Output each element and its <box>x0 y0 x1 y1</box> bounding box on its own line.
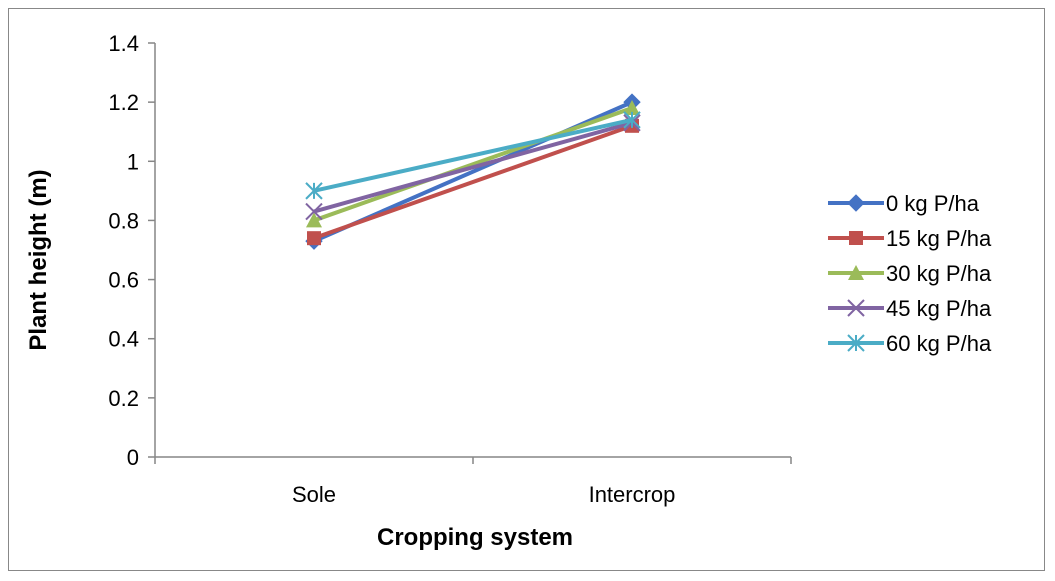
legend-label: 30 kg P/ha <box>886 261 992 286</box>
series-3 <box>305 114 641 221</box>
legend-label: 60 kg P/ha <box>886 331 992 356</box>
x-stroke <box>847 299 865 317</box>
legend-item: 60 kg P/ha <box>828 331 992 356</box>
y-tick-label: 1 <box>127 149 139 174</box>
square-shape <box>849 231 863 245</box>
y-tick-label: 0.6 <box>108 268 139 293</box>
series-0 <box>305 93 641 250</box>
data-point <box>305 202 323 221</box>
diamond-shape <box>847 194 865 212</box>
series-4 <box>305 111 641 200</box>
y-tick-label: 1.4 <box>108 31 139 56</box>
data-point <box>307 231 321 246</box>
data-point <box>623 111 641 129</box>
legend-item: 30 kg P/ha <box>828 261 992 286</box>
x-tick-label: Intercrop <box>589 482 676 507</box>
y-tick-label: 0.4 <box>108 327 139 352</box>
chart-frame <box>8 8 1045 571</box>
series-2 <box>306 100 640 228</box>
square-shape <box>307 231 321 246</box>
y-axis-title: Plant height (m) <box>25 169 52 350</box>
y-tick-label: 0.8 <box>108 208 139 233</box>
diamond-marker <box>847 194 865 212</box>
square-marker <box>849 231 863 245</box>
y-tick-label: 1.2 <box>108 90 139 115</box>
legend-item: 0 kg P/ha <box>828 191 980 216</box>
data-point <box>306 212 322 228</box>
series-line <box>313 106 633 223</box>
y-tick-label: 0 <box>127 445 139 470</box>
x-stroke <box>305 202 323 221</box>
series-group <box>305 93 641 250</box>
triangle-shape <box>624 100 640 116</box>
triangle-marker <box>848 265 864 280</box>
x-axis-title: Cropping system <box>377 524 573 551</box>
series-line <box>313 123 633 241</box>
legend: 0 kg P/ha 15 kg P/ha 30 kg P/ha 45 kg P/ha 6… <box>828 191 992 356</box>
series-line <box>313 117 633 193</box>
data-point <box>305 182 323 200</box>
y-tick-label: 0.2 <box>108 386 139 411</box>
data-point <box>624 100 640 116</box>
axes: 0 0.2 0.4 0.6 0.8 1 1.2 1.4 Sole Intercrop <box>108 31 792 507</box>
triangle-shape <box>306 212 322 228</box>
legend-item: 15 kg P/ha <box>828 226 992 251</box>
legend-label: 0 kg P/ha <box>886 191 980 216</box>
x-marker <box>847 299 865 317</box>
triangle-shape <box>848 265 864 280</box>
legend-label: 15 kg P/ha <box>886 226 992 251</box>
legend-label: 45 kg P/ha <box>886 296 992 321</box>
series-line <box>313 120 633 214</box>
star-marker <box>847 334 865 352</box>
legend-item: 45 kg P/ha <box>828 296 992 321</box>
x-tick-label: Sole <box>292 482 336 507</box>
